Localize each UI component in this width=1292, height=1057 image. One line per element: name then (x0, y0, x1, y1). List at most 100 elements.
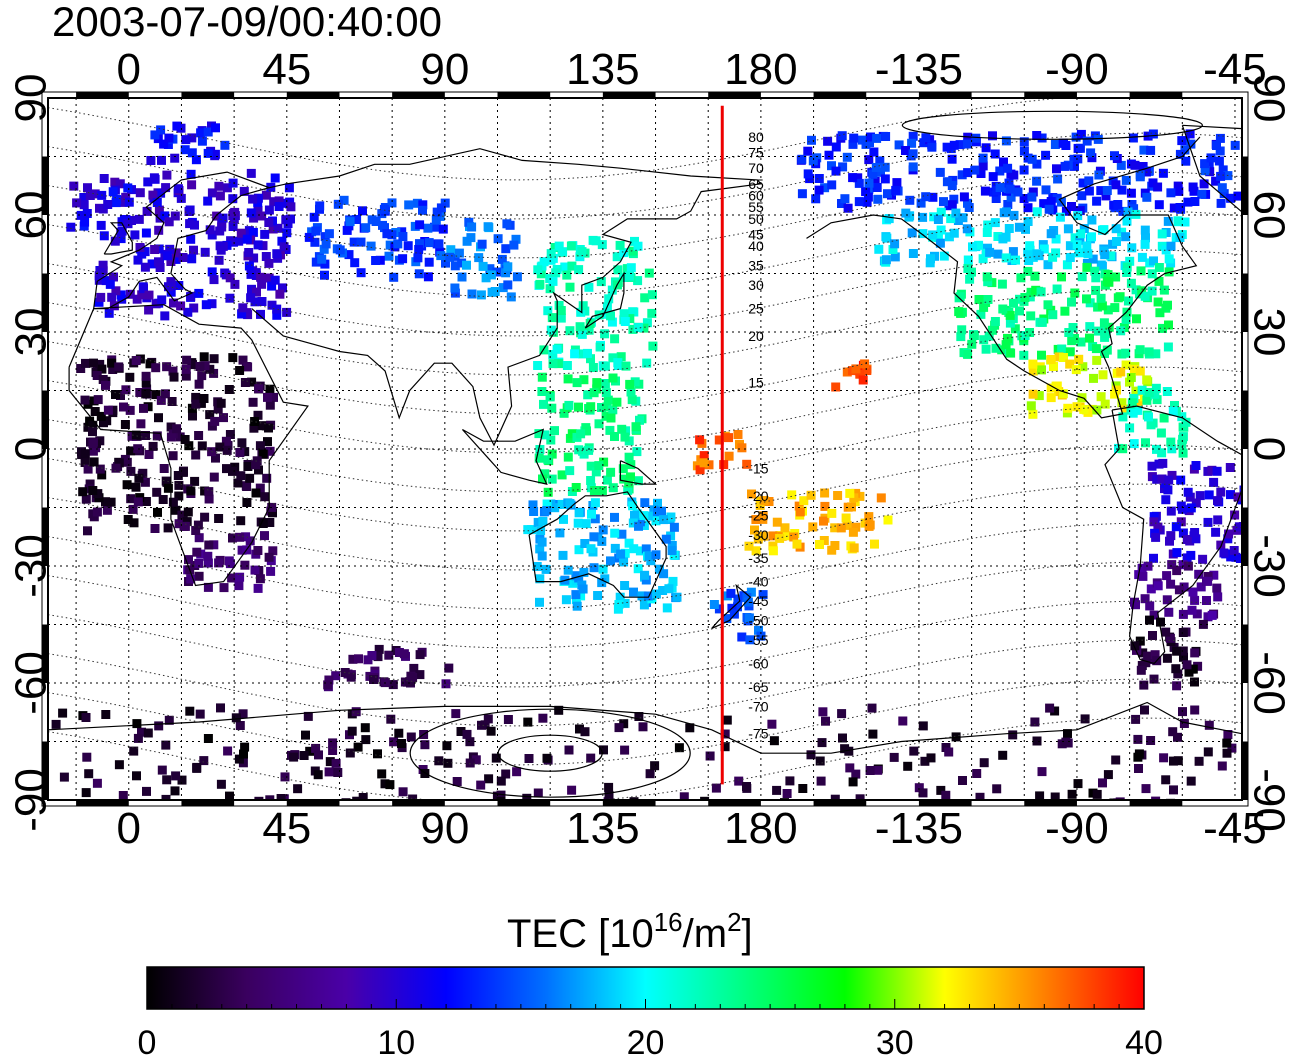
tec-cell (1155, 308, 1165, 318)
tec-cell (548, 276, 558, 286)
tec-cell (565, 433, 575, 443)
tec-cell (310, 237, 320, 247)
tec-cell (436, 251, 446, 261)
tec-cell (157, 155, 166, 165)
tec-cell (261, 252, 271, 261)
left-lat-tick-label: 90 (7, 74, 56, 123)
tec-cell (141, 378, 151, 388)
tec-cell (222, 464, 231, 474)
tec-cell (199, 394, 209, 403)
tec-cell (632, 447, 642, 457)
tec-cell (1165, 536, 1174, 546)
tec-cell (546, 435, 556, 445)
tec-cell (373, 652, 383, 662)
tec-cell (83, 464, 93, 474)
tec-cell (1199, 179, 1209, 189)
tec-cell (908, 249, 918, 258)
tec-cell (230, 279, 240, 289)
tec-cell (590, 498, 600, 508)
tec-cell (81, 358, 90, 368)
tec-cell (211, 453, 220, 463)
tec-cell (373, 749, 382, 759)
tec-cell (590, 514, 600, 524)
tec-cell (1151, 796, 1161, 800)
tec-region (94, 168, 296, 321)
tec-cell (243, 310, 253, 320)
tec-cell (1145, 615, 1154, 625)
tec-cell (862, 197, 872, 207)
tec-cell (248, 194, 258, 204)
tec-cell (1151, 349, 1161, 359)
tec-cell (89, 358, 98, 368)
tec-cell (89, 457, 99, 467)
tec-cell (101, 710, 111, 719)
tec-cell (249, 253, 259, 263)
tec-cell (135, 388, 145, 397)
tec-cell (374, 644, 384, 654)
tec-cell (894, 140, 904, 150)
tec-cell (1172, 681, 1182, 691)
tec-cell (184, 441, 194, 451)
tec-cell (1067, 297, 1076, 307)
tec-cell (1164, 607, 1174, 617)
tec-cell (619, 719, 629, 729)
tec-cell (466, 233, 476, 243)
tec-cell (1058, 138, 1068, 148)
tec-cell (985, 247, 995, 257)
tec-cell (415, 650, 425, 660)
tec-cell (120, 420, 130, 429)
tec-cell (845, 488, 855, 498)
tec-cell (617, 424, 627, 434)
tec-cell (1121, 232, 1131, 242)
magnetic-latitude-label: 65 (748, 176, 764, 192)
tec-cell (618, 464, 628, 474)
tec-cell (1190, 677, 1199, 687)
tec-cell (1074, 354, 1084, 364)
tec-cell (640, 570, 650, 580)
tec-cell (927, 142, 937, 152)
tec-cell (116, 290, 126, 300)
tec-cell (144, 450, 154, 459)
tec-cell (279, 242, 289, 252)
tec-cell (991, 194, 1001, 203)
tec-cell (1125, 377, 1134, 387)
tec-cell (1167, 560, 1177, 570)
tec-cell (144, 290, 154, 300)
tec-cell (806, 750, 816, 760)
tec-cell (1135, 636, 1145, 646)
tec-cell (169, 372, 179, 382)
tec-cell (1083, 249, 1093, 259)
tec-cell (1015, 294, 1024, 304)
tec-cell (324, 675, 334, 685)
tec-cell (311, 743, 321, 753)
tec-cell (346, 672, 356, 682)
tec-cell (837, 709, 847, 719)
tec-cell (1080, 714, 1090, 724)
tec-cell (109, 301, 119, 311)
tec-cell (106, 497, 116, 507)
frame-band (918, 92, 972, 98)
tec-cell (858, 375, 868, 385)
tec-cell (854, 178, 864, 188)
tec-cell (794, 501, 804, 511)
tec-cell (797, 189, 807, 199)
tec-cell (1097, 301, 1107, 311)
tec-cell (1218, 165, 1228, 175)
coastline (1181, 124, 1242, 213)
tec-cell (394, 648, 404, 657)
tec-cell (1051, 234, 1061, 244)
tec-cell (564, 745, 574, 755)
tec-cell (572, 601, 582, 611)
tec-cell (235, 448, 245, 457)
tec-cell (175, 432, 185, 442)
tec-colorbar: TEC [1016/m2] 0 10 20 30 40 (138, 907, 1163, 1057)
tec-cell (1157, 448, 1167, 458)
tec-cell (1079, 404, 1089, 414)
tec-cell (153, 507, 162, 517)
tec-cell (557, 499, 567, 509)
tec-cell (535, 279, 545, 289)
tec-cell (107, 358, 117, 368)
tec-cell (185, 205, 195, 215)
tec-cell (213, 404, 223, 414)
tec-cell (1099, 318, 1109, 328)
